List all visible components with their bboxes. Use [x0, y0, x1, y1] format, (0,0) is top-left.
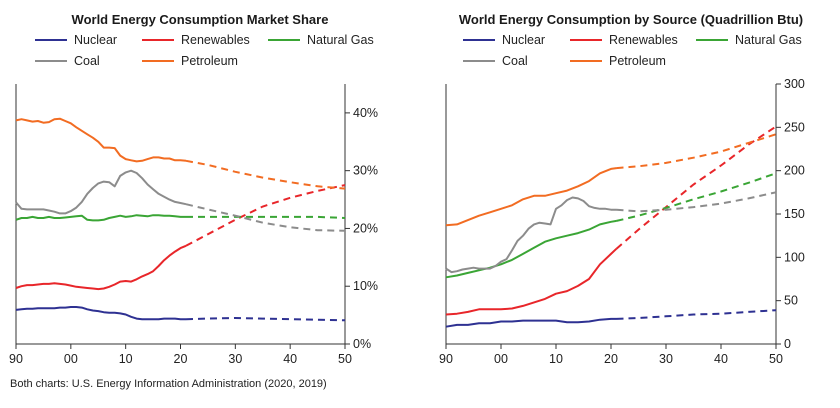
series-renewables-projection	[185, 184, 346, 247]
x-tick-label: 30	[659, 352, 673, 366]
series-natural-gas-projection	[186, 215, 346, 219]
series-nuclear-projection	[616, 309, 777, 320]
y-tick-label: 100	[784, 250, 805, 264]
energy-charts: World Energy Consumption Market Share Nuc…	[9, 12, 805, 366]
legend-label-natural-gas: Natural Gas	[735, 33, 802, 47]
series-natural-gas-projection	[616, 172, 777, 222]
y-tick-label: 50	[784, 294, 798, 308]
chart-title: World Energy Consumption by Source (Quad…	[459, 12, 803, 27]
legend-label-nuclear: Nuclear	[74, 33, 117, 47]
y-tick-label: 0	[784, 337, 791, 351]
legend-label-renewables: Renewables	[181, 33, 250, 47]
series-coal-projection	[616, 191, 777, 213]
series-renewables-historical	[15, 244, 187, 291]
y-tick-label: 40%	[353, 106, 378, 120]
x-tick-label: 40	[714, 352, 728, 366]
y-tick-label: 300	[784, 77, 805, 91]
x-tick-label: 00	[64, 352, 78, 366]
x-tick-label: 40	[283, 352, 297, 366]
series-natural-gas-historical	[15, 214, 186, 222]
source-note: Both charts: U.S. Energy Information Adm…	[10, 378, 327, 390]
x-tick-label: 50	[338, 352, 352, 366]
series-nuclear-historical	[15, 306, 186, 321]
x-tick-label: 20	[604, 352, 618, 366]
x-tick-label: 50	[769, 352, 783, 366]
x-tick-label: 30	[228, 352, 242, 366]
legend-label-natural-gas: Natural Gas	[307, 33, 374, 47]
x-tick-label: 00	[494, 352, 508, 366]
x-tick-label: 10	[549, 352, 563, 366]
legend-label-coal: Coal	[74, 54, 100, 68]
y-tick-label: 250	[784, 120, 805, 134]
series-coal-historical	[445, 196, 617, 274]
x-tick-label: 90	[9, 352, 23, 366]
legend-label-petroleum: Petroleum	[609, 54, 666, 68]
series-petroleum-historical	[445, 167, 617, 227]
series-renewables-historical	[445, 247, 618, 316]
series-nuclear-projection	[185, 316, 346, 322]
y-tick-label: 200	[784, 164, 805, 178]
y-tick-label: 20%	[353, 221, 378, 235]
x-tick-label: 90	[439, 352, 453, 366]
y-tick-label: 0%	[353, 337, 371, 351]
series-petroleum-projection	[616, 133, 777, 170]
chart-1: World Energy Consumption Market Share Nuc…	[9, 12, 378, 366]
legend-label-coal: Coal	[502, 54, 528, 68]
x-tick-label: 20	[174, 352, 188, 366]
y-tick-label: 10%	[353, 279, 378, 293]
legend-label-petroleum: Petroleum	[181, 54, 238, 68]
legend-label-nuclear: Nuclear	[502, 33, 545, 47]
series-petroleum-historical	[15, 117, 187, 163]
series-petroleum-projection	[185, 159, 346, 190]
chart-2: World Energy Consumption by Source (Quad…	[439, 12, 805, 366]
y-tick-label: 30%	[353, 164, 378, 178]
legend-label-renewables: Renewables	[609, 33, 678, 47]
series-renewables-projection	[615, 125, 777, 250]
series-nuclear-historical	[445, 317, 617, 328]
chart-title: World Energy Consumption Market Share	[72, 12, 329, 27]
y-tick-label: 150	[784, 207, 805, 221]
x-tick-label: 10	[119, 352, 133, 366]
series-coal-projection	[185, 203, 346, 232]
series-natural-gas-historical	[445, 219, 617, 279]
series-coal-historical	[15, 169, 187, 215]
